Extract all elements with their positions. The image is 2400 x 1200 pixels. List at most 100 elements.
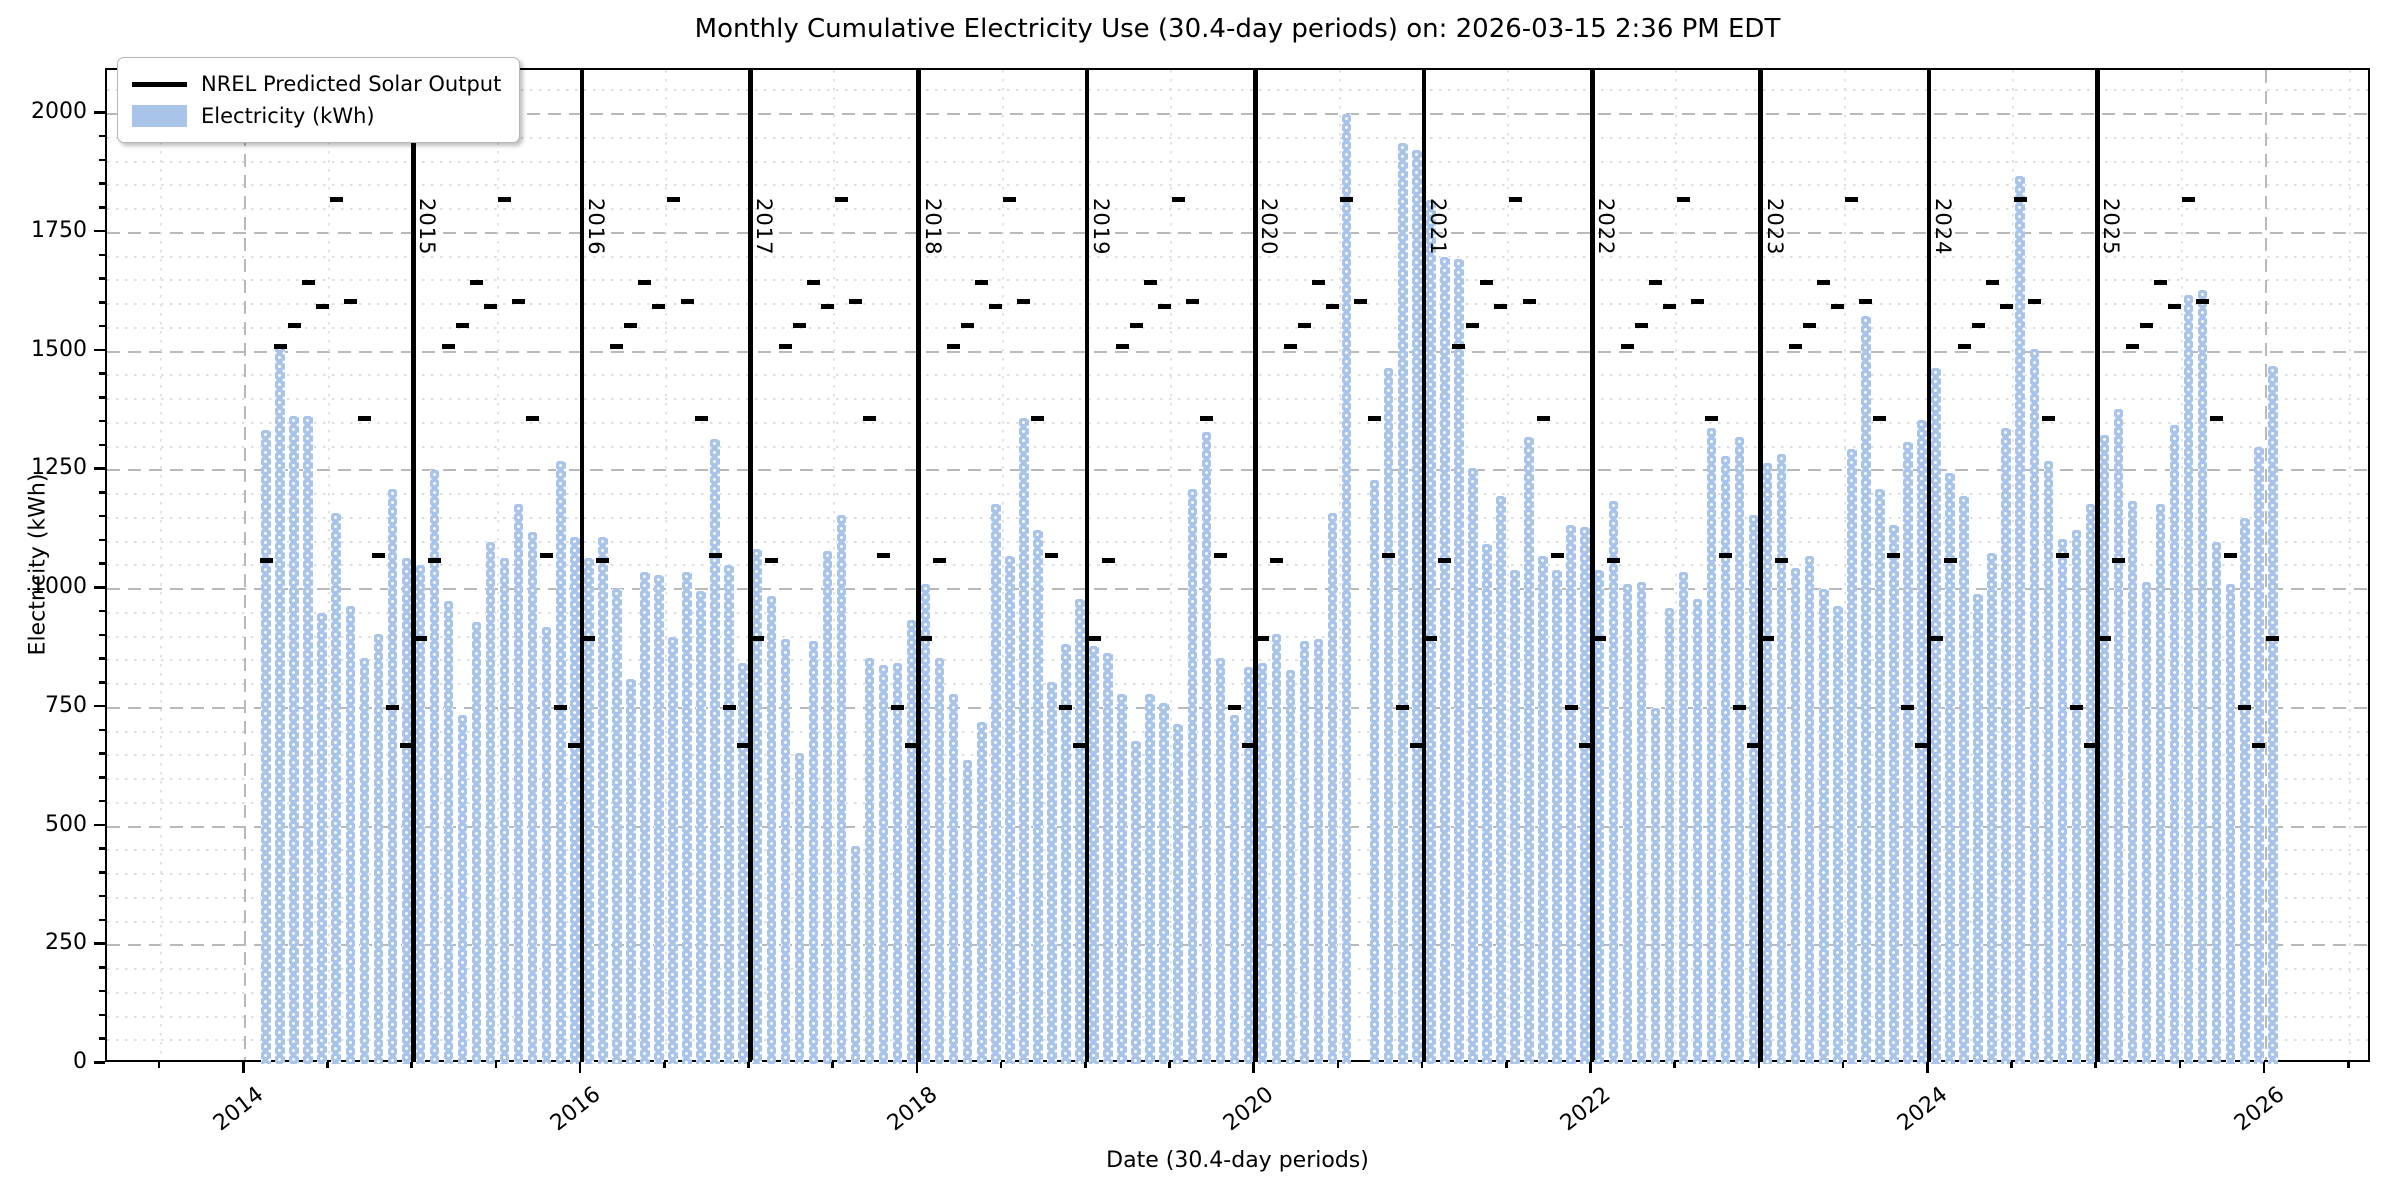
nrel-dash <box>666 197 680 202</box>
nrel-dash <box>2154 280 2168 286</box>
bar <box>275 344 285 1064</box>
bar <box>682 572 692 1064</box>
x-tick-label: 2014 <box>208 1082 269 1137</box>
nrel-dash <box>1101 558 1115 563</box>
x-tick-minor <box>326 1062 329 1068</box>
y-tick-minor <box>99 1037 105 1040</box>
bar <box>1299 641 1310 1064</box>
nrel-dash <box>1003 197 1017 202</box>
y-tick-minor <box>99 681 105 684</box>
nrel-dash <box>722 705 736 711</box>
bar <box>2254 446 2264 1064</box>
nrel-dash <box>1129 322 1143 328</box>
legend-entry-nrel: NREL Predicted Solar Output <box>132 68 501 100</box>
nrel-dash <box>933 558 947 563</box>
nrel-dash <box>2210 415 2224 421</box>
bar <box>1496 496 1506 1064</box>
bar <box>303 415 313 1064</box>
y-tick-label: 0 <box>73 1049 87 1074</box>
x-tick-minor <box>2094 1062 2097 1068</box>
nrel-dash <box>568 743 582 749</box>
bar <box>1187 489 1197 1064</box>
bar <box>1664 608 1675 1064</box>
y-tick-major <box>94 704 105 708</box>
year-boundary-label: 2015 <box>415 198 440 256</box>
nrel-dash <box>1227 705 1241 711</box>
bar <box>1089 646 1099 1064</box>
y-tick-minor <box>99 514 105 518</box>
nrel-dash <box>1241 743 1255 749</box>
year-boundary-label: 2023 <box>1762 198 1787 256</box>
nrel-dash <box>1171 197 1185 202</box>
x-tick-minor <box>1505 1062 1508 1068</box>
y-tick-label: 1750 <box>31 217 87 243</box>
y-tick-label: 750 <box>45 692 87 718</box>
nrel-dash <box>2055 553 2069 559</box>
x-tick-minor <box>1168 1062 1171 1068</box>
legend-entry-electricity: Electricity (kWh) <box>132 100 501 132</box>
bar <box>850 845 861 1064</box>
bar <box>808 641 819 1064</box>
x-tick-minor <box>999 1062 1003 1068</box>
bar <box>1692 598 1703 1064</box>
nrel-dash <box>1326 303 1340 309</box>
bar <box>317 612 327 1064</box>
nrel-dash <box>1466 322 1480 328</box>
bar <box>612 589 622 1064</box>
bar <box>345 605 355 1064</box>
nrel-dash <box>1312 280 1326 286</box>
bar <box>710 439 720 1064</box>
bar <box>1608 501 1618 1064</box>
x-tick-major <box>915 1062 919 1073</box>
nrel-dash <box>273 344 287 350</box>
y-tick-minor <box>99 443 105 446</box>
nrel-dash <box>652 303 666 309</box>
nrel-dash <box>1929 636 1943 642</box>
nrel-dash <box>1087 636 1101 642</box>
bar <box>570 536 580 1064</box>
y-tick-major <box>94 467 105 470</box>
nrel-dash <box>2097 636 2111 642</box>
nrel-dash <box>357 415 371 421</box>
gridline-x-minor <box>2012 70 2015 1060</box>
nrel-dash <box>834 197 848 202</box>
bar <box>1005 555 1015 1064</box>
nrel-dash <box>1592 636 1606 642</box>
bar <box>1019 418 1029 1064</box>
nrel-dash <box>329 197 343 202</box>
year-boundary-label: 2019 <box>1089 198 1113 256</box>
bar <box>1945 472 1955 1064</box>
gridline-x-major <box>244 70 246 1060</box>
nrel-dash <box>287 322 301 328</box>
gridline-x-minor <box>665 70 667 1060</box>
y-tick-label: 1500 <box>31 336 87 362</box>
bar <box>864 657 875 1064</box>
bar <box>598 536 608 1064</box>
bar <box>1706 427 1717 1064</box>
x-tick-minor <box>1757 1062 1761 1068</box>
bar <box>2169 425 2180 1064</box>
y-tick-label: 1250 <box>31 455 87 481</box>
bar <box>948 693 959 1064</box>
gridline-y-minor <box>107 160 2368 163</box>
x-tick-major <box>1589 1062 1592 1073</box>
bar <box>1973 593 1983 1064</box>
nrel-dash <box>1059 705 1073 711</box>
nrel-dash <box>989 303 1003 309</box>
nrel-dash <box>456 322 470 328</box>
year-boundary-label: 2021 <box>1425 198 1450 256</box>
nrel-dash <box>1943 558 1957 563</box>
bar <box>1580 527 1590 1064</box>
x-tick-minor <box>1336 1062 1340 1068</box>
nrel-dash <box>1845 197 1859 202</box>
gridline-y-minor <box>107 208 2368 210</box>
nrel-dash <box>1690 299 1704 305</box>
y-tick-label: 2000 <box>31 99 87 124</box>
chart-title: Monthly Cumulative Electricity Use (30.4… <box>694 14 1781 44</box>
nrel-dash <box>413 636 427 642</box>
x-tick-minor <box>1084 1062 1087 1068</box>
nrel-dash <box>1831 303 1845 309</box>
bar <box>2240 517 2250 1064</box>
bar <box>1313 638 1324 1064</box>
